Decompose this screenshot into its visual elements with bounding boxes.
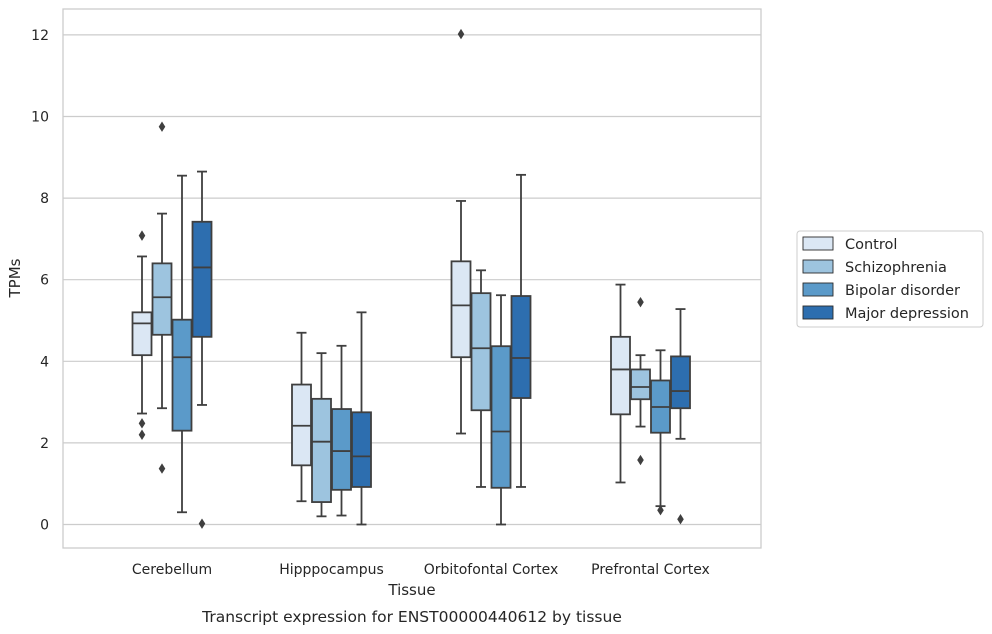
box-hipppocampus-bipolar-disorder <box>331 344 352 517</box>
box-cerebellum-control <box>131 230 153 440</box>
box-hipppocampus-schizophrenia-iqr-box <box>311 397 332 503</box>
legend-label-control: Control <box>845 237 897 253</box>
x-tick-label-hipppocampus: Hipppocampus <box>279 562 384 578</box>
legend-label-major-depression: Major depression <box>845 306 969 322</box>
box-cerebellum-schizophrenia-outlier-0 <box>158 121 166 132</box>
box-prefrontal-cortex-schizophrenia <box>630 296 651 466</box>
box-cerebellum-schizophrenia-iqr-box <box>151 262 173 336</box>
chart-caption: Transcript expression for ENST0000044061… <box>201 608 622 626</box>
box-cerebellum-schizophrenia-outlier-1 <box>158 463 166 474</box>
box-cerebellum-control-iqr-box <box>131 311 153 357</box>
y-tick-label-8: 8 <box>40 191 49 207</box>
box-orbitofontal-cortex-major-depression <box>510 173 532 488</box>
box-orbitofontal-cortex-schizophrenia <box>470 269 492 488</box>
y-tick-label-4: 4 <box>40 354 49 370</box>
y-tick-label-12: 12 <box>31 28 49 44</box>
box-prefrontal-cortex-bipolar-disorder-outlier-0 <box>657 505 664 516</box>
box-prefrontal-cortex-major-depression-outlier-0 <box>677 513 684 525</box>
legend-frame <box>796 230 984 328</box>
box-cerebellum-control-outlier-1 <box>138 418 146 429</box>
box-hipppocampus-schizophrenia <box>311 352 332 518</box>
box-prefrontal-cortex-control <box>610 283 631 484</box>
legend-swatch-control <box>802 236 834 251</box>
box-prefrontal-cortex-control-iqr-box <box>610 335 631 416</box>
y-tick-label-2: 2 <box>40 436 49 452</box>
box-cerebellum-bipolar-disorder-iqr-box <box>171 318 193 432</box>
box-prefrontal-cortex-major-depression <box>670 308 691 525</box>
legend-swatch-schizophrenia <box>802 259 834 274</box>
x-tick-label-prefrontal-cortex: Prefrontal Cortex <box>591 562 710 578</box>
box-cerebellum-control-outlier-2 <box>138 429 146 440</box>
y-axis-label: TPMs <box>6 258 24 298</box>
x-tick-label-cerebellum: Cerebellum <box>132 562 212 578</box>
legend-label-schizophrenia: Schizophrenia <box>845 260 947 276</box>
legend-label-bipolar-disorder: Bipolar disorder <box>845 283 960 299</box>
box-cerebellum-major-depression-iqr-box <box>191 220 213 338</box>
box-plots <box>131 28 691 529</box>
legend-swatch-bipolar-disorder <box>802 282 834 297</box>
box-cerebellum-major-depression <box>191 170 213 529</box>
box-prefrontal-cortex-major-depression-iqr-box <box>670 355 691 410</box>
box-orbitofontal-cortex-control-outlier-0 <box>457 28 465 40</box>
legend-swatch-major-depression <box>802 305 834 320</box>
box-cerebellum-bipolar-disorder <box>171 174 193 514</box>
x-axis-label: Tissue <box>387 581 435 599</box>
y-tick-label-0: 0 <box>40 518 49 534</box>
box-orbitofontal-cortex-bipolar-disorder-iqr-box <box>490 345 512 489</box>
box-cerebellum-major-depression-outlier-0 <box>198 518 206 529</box>
box-hipppocampus-major-depression-iqr-box <box>351 411 372 488</box>
box-orbitofontal-cortex-major-depression-iqr-box <box>510 295 532 399</box>
box-orbitofontal-cortex-control-iqr-box <box>450 260 472 359</box>
x-tick-label-orbitofontal-cortex: Orbitofontal Cortex <box>424 562 559 578</box>
box-cerebellum-schizophrenia <box>151 121 173 474</box>
box-cerebellum-control-outlier-0 <box>138 230 146 241</box>
y-tick-label-10: 10 <box>31 110 49 126</box>
box-prefrontal-cortex-schizophrenia-outlier-0 <box>637 296 644 308</box>
box-prefrontal-cortex-schizophrenia-outlier-1 <box>637 454 644 466</box>
y-axis-ticks: 0 2 4 6 8 10 12 <box>31 28 49 534</box>
box-hipppocampus-control <box>291 331 312 503</box>
x-axis-ticks: Cerebellum Hipppocampus Orbitofontal Corte… <box>132 562 710 578</box>
box-orbitofontal-cortex-bipolar-disorder <box>490 294 512 526</box>
box-hipppocampus-bipolar-disorder-iqr-box <box>331 408 352 491</box>
box-hipppocampus-major-depression <box>351 311 372 526</box>
legend: Control Schizophrenia Bipolar disorder M… <box>796 230 984 328</box>
box-prefrontal-cortex-bipolar-disorder <box>650 349 671 516</box>
box-prefrontal-cortex-schizophrenia-iqr-box <box>630 368 651 401</box>
box-orbitofontal-cortex-schizophrenia-iqr-box <box>470 292 492 412</box>
y-tick-label-6: 6 <box>40 273 49 289</box>
box-orbitofontal-cortex-control <box>450 28 472 435</box>
plot-frame <box>62 8 762 549</box>
